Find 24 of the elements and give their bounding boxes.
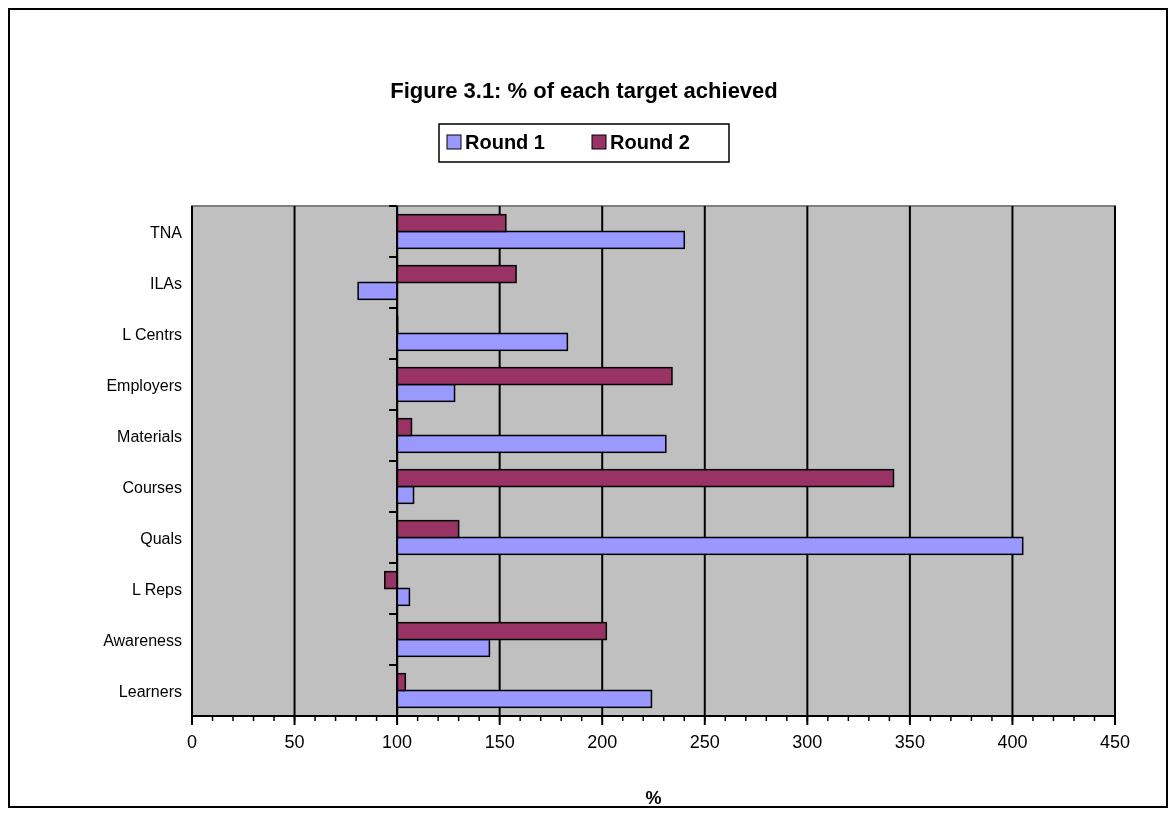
legend-label: Round 1 xyxy=(465,131,545,153)
x-tick-label: 50 xyxy=(284,732,305,752)
y-tick-label: Learners xyxy=(118,682,182,700)
chart-title: Figure 3.1: % of each target achieved xyxy=(390,78,778,103)
y-tick-label: Courses xyxy=(122,478,182,496)
x-axis-title: % xyxy=(645,788,662,808)
y-tick-label: L Reps xyxy=(131,580,182,598)
y-tick-label: Materials xyxy=(117,427,182,445)
x-tick-label: 0 xyxy=(186,732,198,752)
x-tick-label: 400 xyxy=(997,732,1028,752)
y-tick-label: Employers xyxy=(106,376,182,394)
x-tick-label: 350 xyxy=(894,732,925,752)
legend-label: Round 2 xyxy=(610,131,690,153)
x-tick-label: 100 xyxy=(382,732,413,752)
x-tick-label: 250 xyxy=(689,732,720,752)
y-tick-label: L Centrs xyxy=(122,325,182,343)
x-tick-label: 300 xyxy=(792,732,823,752)
y-tick-label: TNA xyxy=(150,223,183,241)
y-tick-label: Awareness xyxy=(103,631,182,649)
x-tick-label: 200 xyxy=(587,732,618,752)
y-tick-label: Quals xyxy=(140,529,182,547)
x-tick-label: 450 xyxy=(1099,732,1131,752)
x-tick-label: 150 xyxy=(484,732,515,752)
y-tick-label: ILAs xyxy=(149,274,182,292)
